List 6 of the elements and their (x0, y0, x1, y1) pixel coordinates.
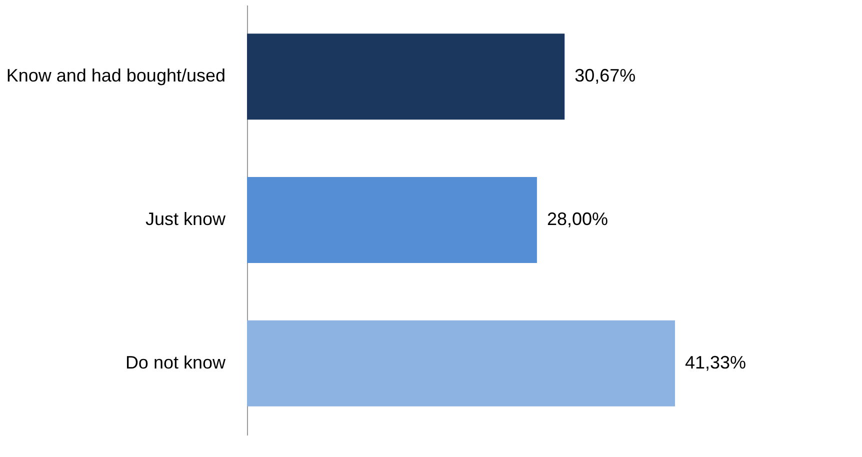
data-label: 28,00% (546, 209, 608, 229)
data-label: 30,67% (574, 66, 636, 86)
y-tick-label: Just know (145, 209, 226, 229)
data-label: 41,33% (685, 352, 746, 372)
y-tick-label: Do not know (125, 352, 226, 372)
y-tick-label: Know and had bought/used (6, 66, 226, 86)
